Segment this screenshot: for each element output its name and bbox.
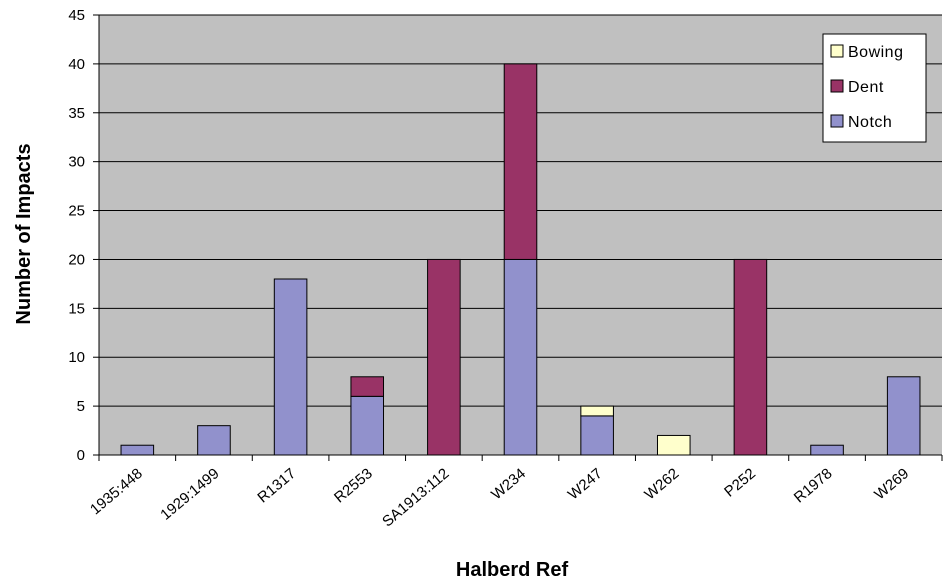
x-tick-label: SA1913:112 xyxy=(379,465,452,530)
x-tick-label: W234 xyxy=(488,465,529,503)
bars xyxy=(120,63,921,456)
x-tick-label: R2553 xyxy=(331,465,376,506)
y-tick-label: 40 xyxy=(68,56,85,73)
y-tick-label: 25 xyxy=(68,203,85,220)
axes xyxy=(98,15,943,461)
bar-segment-dent xyxy=(350,376,385,397)
y-tick-label: 10 xyxy=(68,349,85,366)
y-axis-title: Number of Impacts xyxy=(13,143,35,324)
bar-segment-bowing xyxy=(656,434,691,456)
legend-swatch-dent xyxy=(830,79,844,93)
y-tick-label: 15 xyxy=(68,300,85,317)
y-tick-label: 0 xyxy=(77,447,85,464)
bar-segment-notch xyxy=(810,444,844,456)
y-tick-label: 20 xyxy=(68,251,85,268)
x-tick-label: R1317 xyxy=(254,465,299,506)
x-tick-label: W247 xyxy=(565,465,606,503)
bar-segment-notch xyxy=(886,376,921,456)
x-axis-title: Halberd Ref xyxy=(456,559,569,581)
bar-segment-notch xyxy=(273,278,308,456)
legend-swatch-notch xyxy=(830,114,844,128)
y-tick-label: 30 xyxy=(68,154,85,171)
bar-segment-dent xyxy=(427,258,461,456)
x-tick-labels: 1935:448 1929:1499 R1317 R2553 SA1913:112 W23… xyxy=(87,465,912,530)
legend-label-bowing: Bowing xyxy=(848,44,903,61)
legend: Bowing Dent Notch xyxy=(822,33,927,143)
legend-swatch-bowing xyxy=(830,44,844,58)
bar-segment-dent xyxy=(503,63,538,260)
x-tick-label: R1978 xyxy=(791,465,836,506)
x-tick-label: 1935:448 xyxy=(87,465,146,518)
legend-label-notch: Notch xyxy=(848,114,892,131)
bar-segment-notch xyxy=(503,258,538,456)
x-tick-label: W269 xyxy=(871,465,912,503)
y-tick-label: 5 xyxy=(77,398,85,415)
bar-segment-notch xyxy=(350,395,385,456)
y-tick-label: 45 xyxy=(68,7,85,24)
x-tick-label: 1929:1499 xyxy=(157,465,222,524)
legend-label-dent: Dent xyxy=(848,79,884,96)
x-tick-label: W262 xyxy=(641,465,682,503)
y-tick-labels: 0 5 10 15 20 25 30 35 40 45 xyxy=(68,7,85,464)
bar-segment-notch xyxy=(120,444,155,456)
x-tick-label: P252 xyxy=(721,465,759,501)
bar-segment-dent xyxy=(733,258,768,456)
bar-segment-notch xyxy=(580,415,614,456)
bar-segment-bowing xyxy=(580,405,614,417)
bar-segment-notch xyxy=(197,425,231,456)
y-tick-label: 35 xyxy=(68,105,85,122)
